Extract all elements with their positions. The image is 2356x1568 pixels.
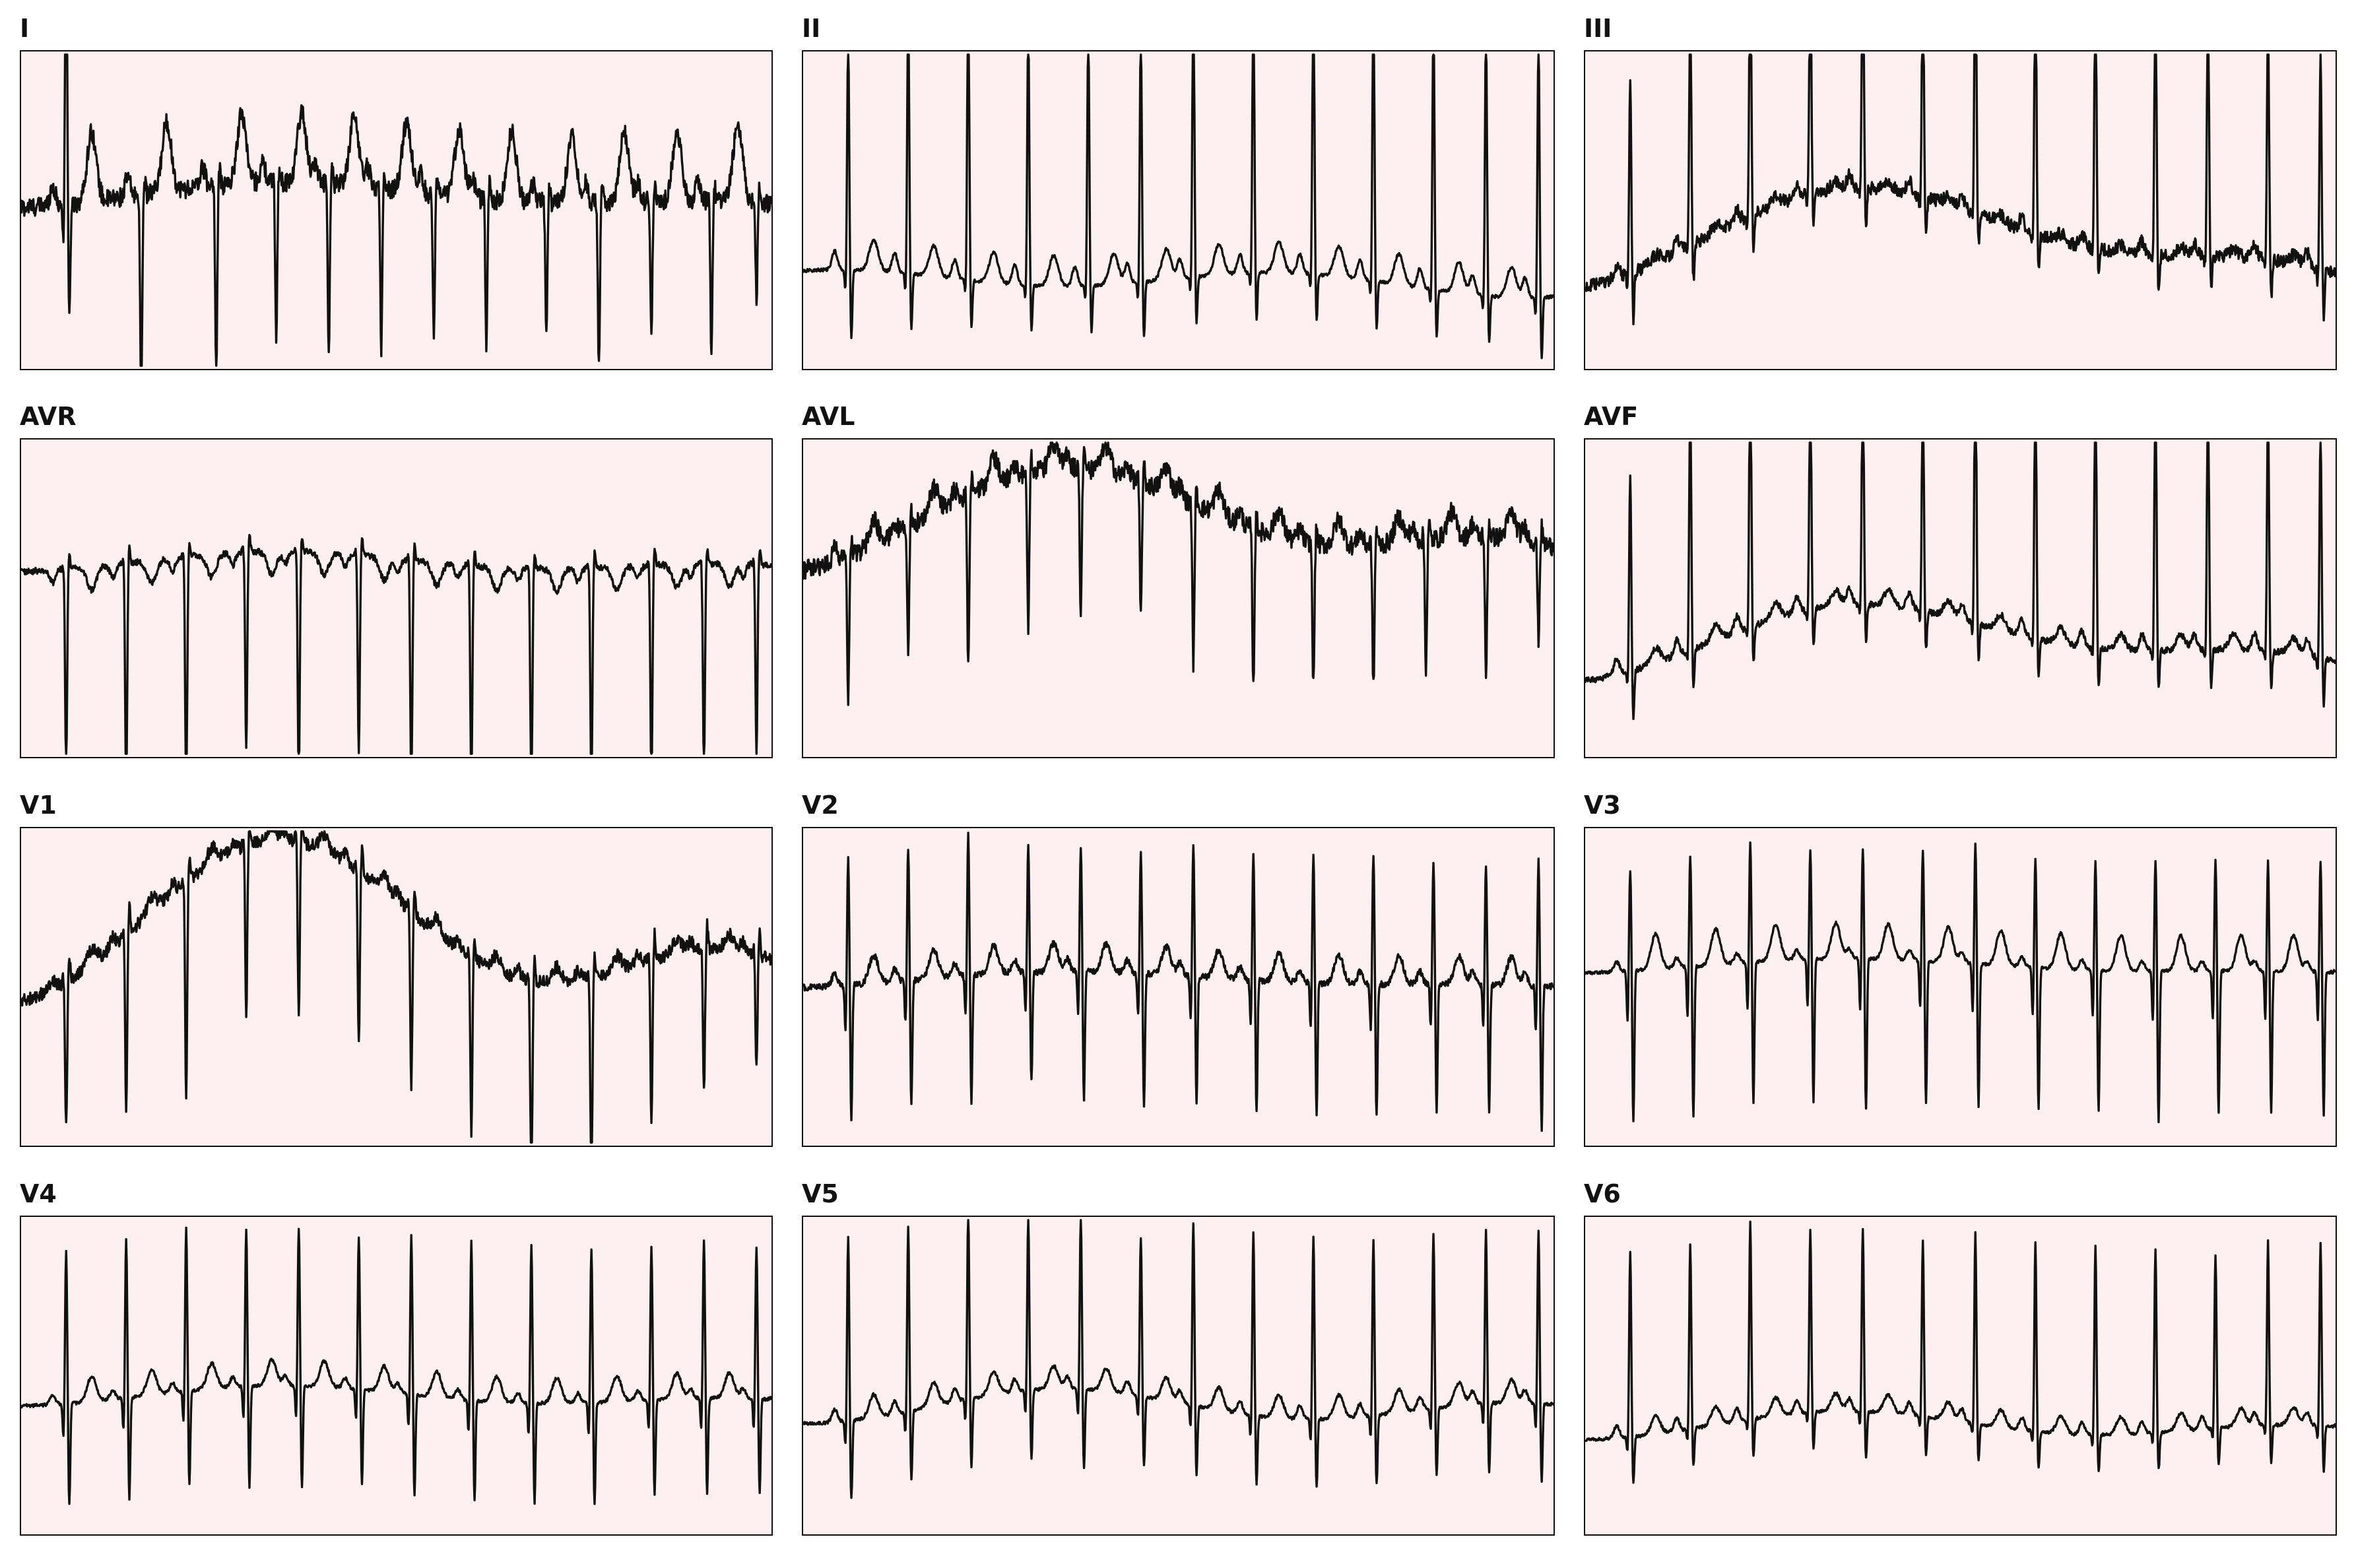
ecg-trace-avl: [803, 441, 1554, 706]
trace-plot: [21, 830, 771, 1144]
trace-box: [20, 1216, 773, 1536]
lead-panel-avl: AVL: [802, 401, 1585, 791]
trace-box: [802, 50, 1555, 370]
trace-box: [20, 50, 773, 370]
lead-label: V5: [802, 1179, 839, 1208]
ecg-trace-v3: [1585, 841, 2336, 1123]
trace-plot: [1585, 441, 2336, 721]
trace-box: [802, 827, 1555, 1147]
trace-box: [20, 827, 773, 1147]
lead-panel-avr: AVR: [20, 401, 803, 791]
lead-label: I: [20, 14, 30, 43]
lead-panel-v6: V6: [1584, 1179, 2356, 1568]
trace-plot: [803, 1219, 1554, 1499]
trace-box: [1584, 827, 2337, 1147]
lead-panel-ii: II: [802, 13, 1585, 403]
lead-panel-avf: AVF: [1584, 401, 2356, 791]
trace-plot: [803, 53, 1554, 360]
trace-plot: [21, 1226, 771, 1505]
lead-panel-iii: III: [1584, 13, 2356, 403]
ecg-trace-i: [21, 53, 771, 367]
lead-label: V4: [20, 1179, 57, 1208]
trace-box: [802, 438, 1555, 758]
trace-box: [802, 1216, 1555, 1536]
ecg-trace-v6: [1585, 1220, 2336, 1484]
ecg-trace-avr: [21, 534, 771, 755]
ecg-trace-v1: [21, 830, 771, 1144]
ecg-trace-avf: [1585, 441, 2336, 721]
ecg-trace-v5: [803, 1219, 1554, 1499]
lead-label: V6: [1584, 1179, 1621, 1208]
trace-box: [20, 438, 773, 758]
trace-plot: [803, 441, 1554, 706]
trace-box: [1584, 1216, 2337, 1536]
trace-plot: [1585, 841, 2336, 1123]
lead-label: AVR: [20, 402, 77, 431]
lead-label: AVF: [1584, 402, 1639, 431]
trace-plot: [21, 53, 771, 367]
ecg-trace-v2: [803, 832, 1554, 1132]
lead-panel-v4: V4: [20, 1179, 803, 1568]
trace-box: [1584, 438, 2337, 758]
trace-plot: [21, 534, 771, 755]
trace-box: [1584, 50, 2337, 370]
ecg-trace-v4: [21, 1226, 771, 1505]
lead-panel-v2: V2: [802, 790, 1585, 1179]
trace-plot: [1585, 53, 2336, 325]
trace-plot: [803, 832, 1554, 1132]
lead-panel-i: I: [20, 13, 803, 403]
lead-label: V2: [802, 791, 839, 820]
lead-panel-v5: V5: [802, 1179, 1585, 1568]
lead-panel-v3: V3: [1584, 790, 2356, 1179]
lead-label: III: [1584, 14, 1612, 43]
lead-label: V3: [1584, 791, 1621, 820]
lead-label: V1: [20, 791, 57, 820]
lead-label: AVL: [802, 402, 855, 431]
trace-plot: [1585, 1220, 2336, 1484]
ecg-trace-ii: [803, 53, 1554, 360]
ecg-trace-iii: [1585, 53, 2336, 325]
lead-label: II: [802, 14, 821, 43]
lead-panel-v1: V1: [20, 790, 803, 1179]
